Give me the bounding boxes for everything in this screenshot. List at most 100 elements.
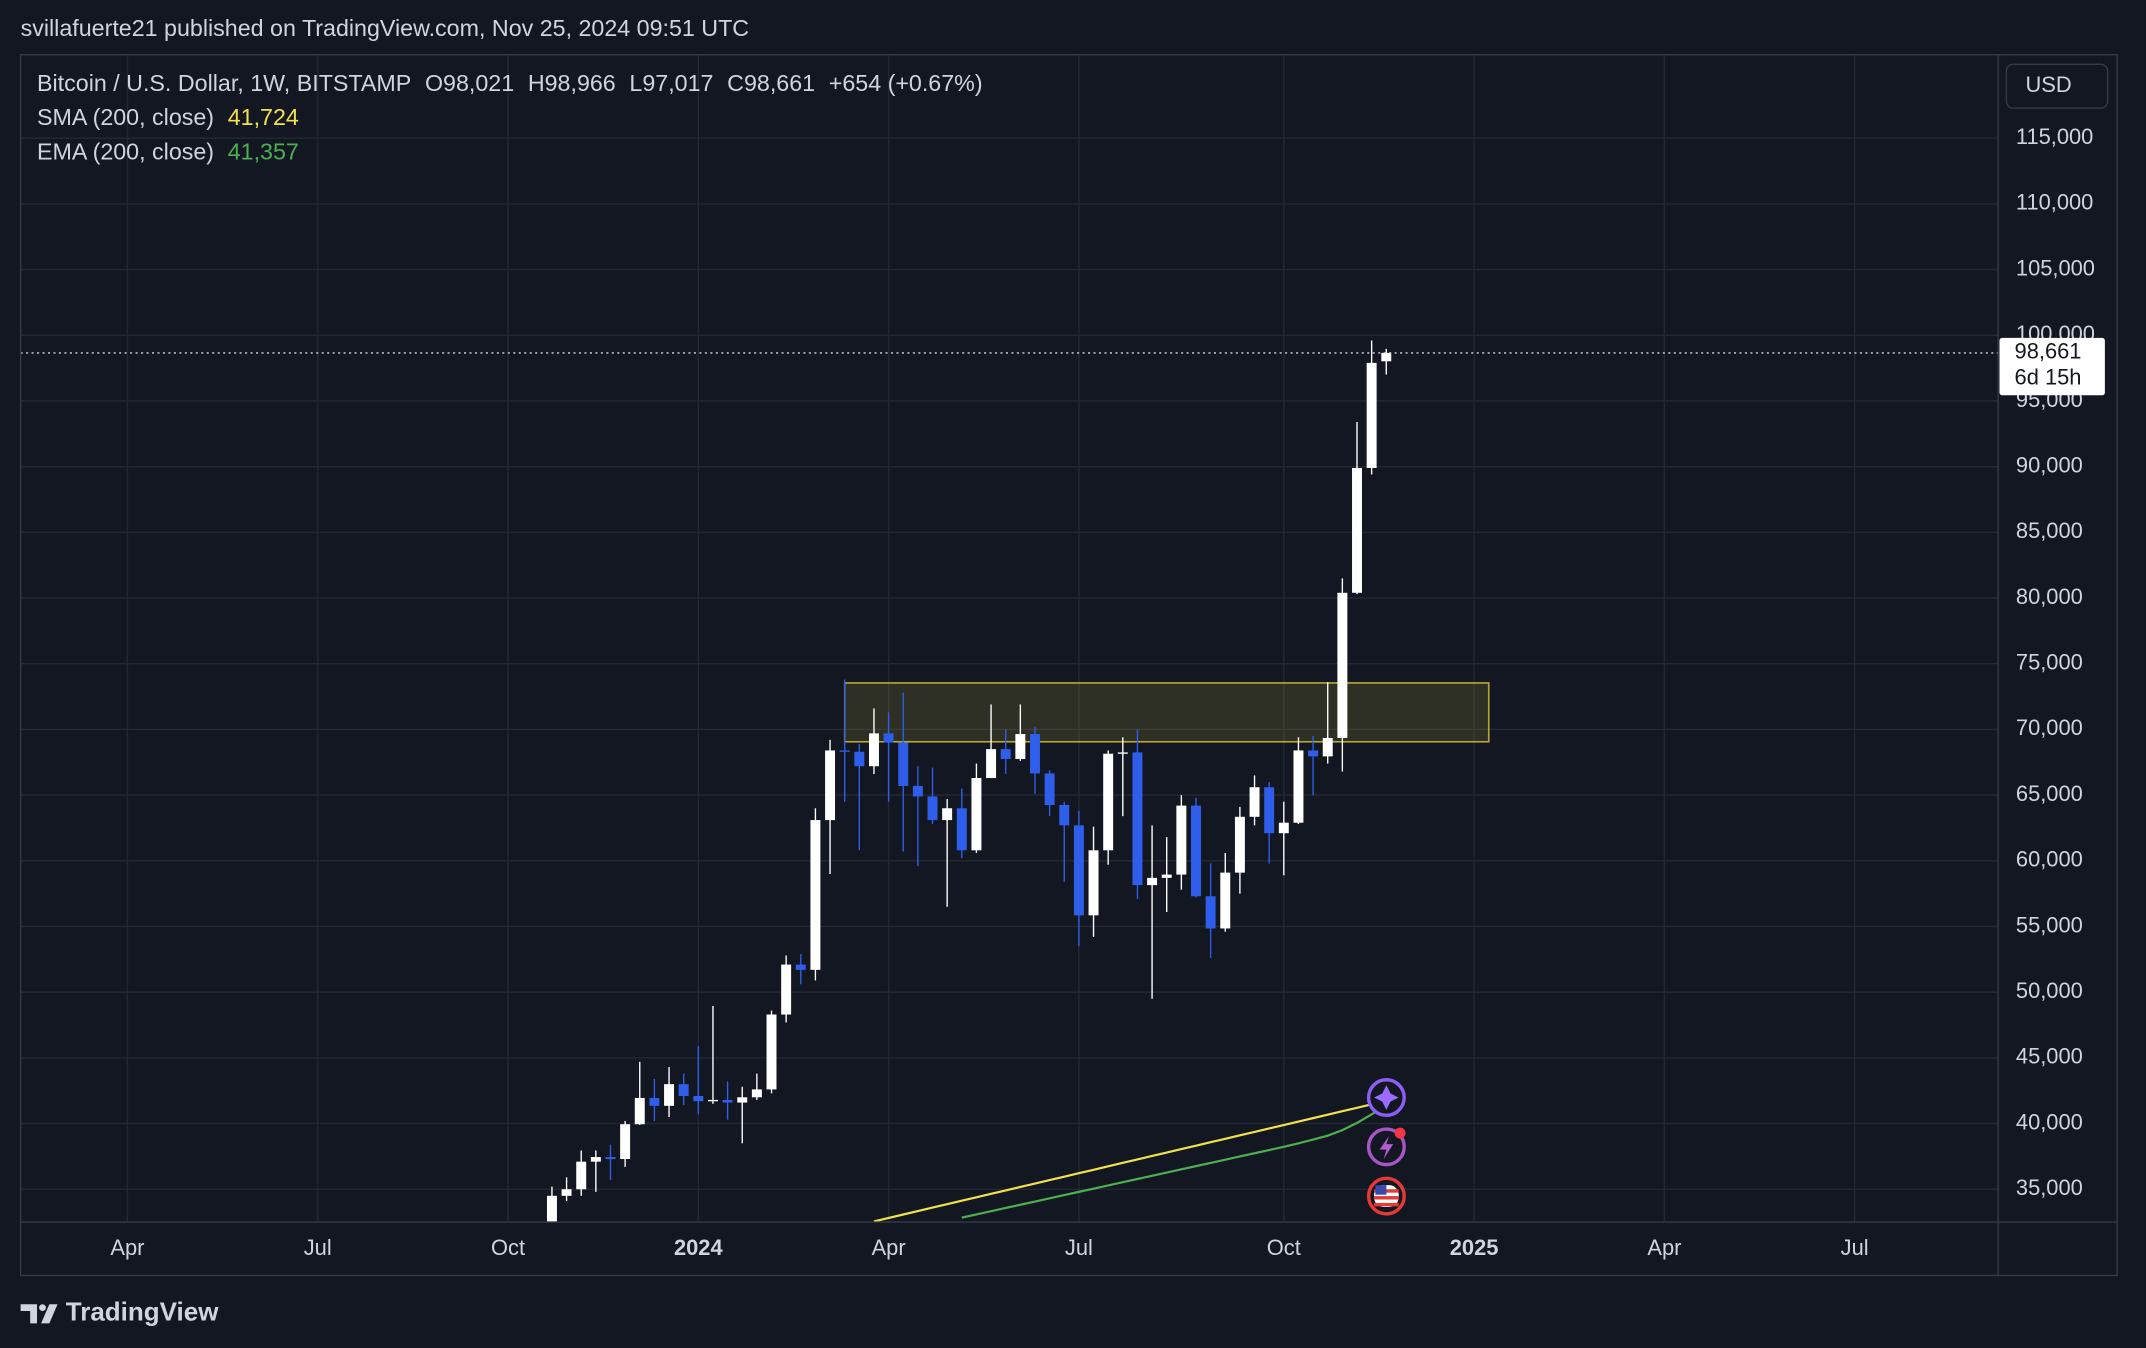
candle-body (649, 1097, 660, 1106)
candle-body (693, 1095, 704, 1102)
x-tick-label: Oct (1267, 1235, 1301, 1260)
candle-body (1117, 752, 1128, 754)
last-price-label: 98,661 (2015, 339, 2082, 364)
candle-body (898, 742, 909, 786)
candle-body (1205, 896, 1216, 929)
candle-body (576, 1161, 587, 1190)
event-icons (1366, 1078, 1406, 1216)
legend: SMA (200, close) 41,724 EMA (200, close) 41… (37, 104, 299, 164)
ohlc-open: O98,021 (425, 70, 514, 96)
x-tick-label: 2025 (1450, 1235, 1499, 1260)
y-tick-label: 70,000 (2016, 715, 2083, 740)
resistance-zone (843, 682, 1490, 743)
candle-body (1308, 750, 1319, 757)
candle-body (1000, 749, 1011, 759)
y-tick-label: 115,000 (2016, 124, 2093, 149)
candle-body (1220, 872, 1231, 929)
x-tick-label: Oct (491, 1235, 525, 1260)
candle-body (839, 750, 850, 752)
candle-body (1278, 822, 1289, 834)
last-price-box (1999, 337, 2105, 396)
symbol-title: Bitcoin / U.S. Dollar, 1W, BITSTAMP (37, 70, 411, 96)
candle-body (605, 1157, 616, 1160)
brand-logo (20, 1304, 58, 1324)
x-tick-label: Apr (110, 1235, 144, 1260)
frame (19, 54, 2118, 1277)
candle-body (766, 1014, 777, 1090)
legend-symbol: Bitcoin / U.S. Dollar, 1W, BITSTAMP O98,0… (37, 70, 983, 96)
ma-line (961, 1104, 1387, 1219)
y-tick-label: 80,000 (2016, 584, 2083, 609)
ohlc-high: H98,966 (528, 70, 616, 96)
candle-body (1103, 753, 1114, 851)
logo-dot (39, 1304, 46, 1312)
y-tick-label: 45,000 (2016, 1044, 2083, 1069)
legend-name: EMA (200, close) (37, 138, 214, 164)
candle-body (868, 733, 879, 767)
candle-body (1073, 825, 1084, 916)
icon-bolt (1379, 1135, 1394, 1160)
legend-name: SMA (200, close) (37, 104, 214, 130)
legend-entry: EMA (200, close) 41,357 (37, 138, 299, 164)
candle-body (1381, 352, 1392, 362)
candle-body (1147, 877, 1158, 886)
candle-body (781, 964, 792, 1015)
candle-body (1015, 734, 1026, 759)
icon-flag-stripe (1374, 1202, 1399, 1207)
candle-body (678, 1084, 689, 1096)
legend-value: 41,724 (228, 104, 299, 130)
candle-body (707, 1099, 718, 1102)
legend-value: 41,357 (228, 138, 299, 164)
candle-body (737, 1097, 748, 1103)
y-tick-label: 60,000 (2016, 847, 2083, 872)
icon-dot (1394, 1127, 1406, 1139)
candle-body (620, 1124, 631, 1160)
candle-body (561, 1189, 572, 1196)
candle-body (1366, 362, 1377, 468)
countdown-label: 6d 15h (2015, 365, 2082, 390)
candle-body (825, 750, 836, 821)
grid (20, 54, 1999, 1223)
candle-body (1088, 850, 1099, 916)
brand-name: TradingView (66, 1297, 219, 1327)
candle-body (664, 1084, 675, 1106)
plot-area (20, 340, 1999, 1223)
y-tick-label: 35,000 (2016, 1175, 2083, 1200)
candle-body (751, 1089, 762, 1098)
candle-body (1234, 816, 1245, 873)
y-tick-label: 65,000 (2016, 781, 2083, 806)
candle-body (1132, 752, 1143, 886)
candle-body (1044, 773, 1055, 805)
y-tick-label: 110,000 (2016, 190, 2093, 215)
candle-body (1059, 804, 1070, 826)
x-tick-label: Apr (872, 1235, 906, 1260)
candle-body (1322, 737, 1333, 757)
candle-body (1264, 787, 1275, 834)
x-tick-label: Jul (1841, 1235, 1869, 1260)
candle-body (722, 1099, 733, 1103)
candle-body (986, 749, 997, 779)
x-tick-label: Jul (304, 1235, 332, 1260)
x-tick-label: Apr (1647, 1235, 1681, 1260)
change: +654 (+0.67%) (829, 70, 983, 96)
candle-body (1030, 734, 1040, 774)
candle-body (1191, 805, 1201, 897)
currency-button[interactable] (2005, 63, 2109, 109)
y-tick-label: 40,000 (2016, 1109, 2083, 1134)
icon-star (1374, 1085, 1399, 1110)
legend-entry: SMA (200, close) 41,724 (37, 104, 299, 130)
candle-body (1176, 805, 1187, 875)
y-tick-label: 55,000 (2016, 912, 2083, 937)
candle-body (1293, 750, 1304, 823)
candle-body (927, 796, 938, 821)
ma-line (873, 1099, 1387, 1223)
candle-body (546, 1195, 557, 1223)
currency-label[interactable]: USD (2025, 72, 2071, 97)
x-tick-label: 2024 (674, 1235, 723, 1260)
icon-flag-canton (1375, 1185, 1387, 1195)
candle-body (883, 733, 894, 743)
candle-body (1249, 787, 1260, 817)
x-tick-label: Jul (1065, 1235, 1093, 1260)
